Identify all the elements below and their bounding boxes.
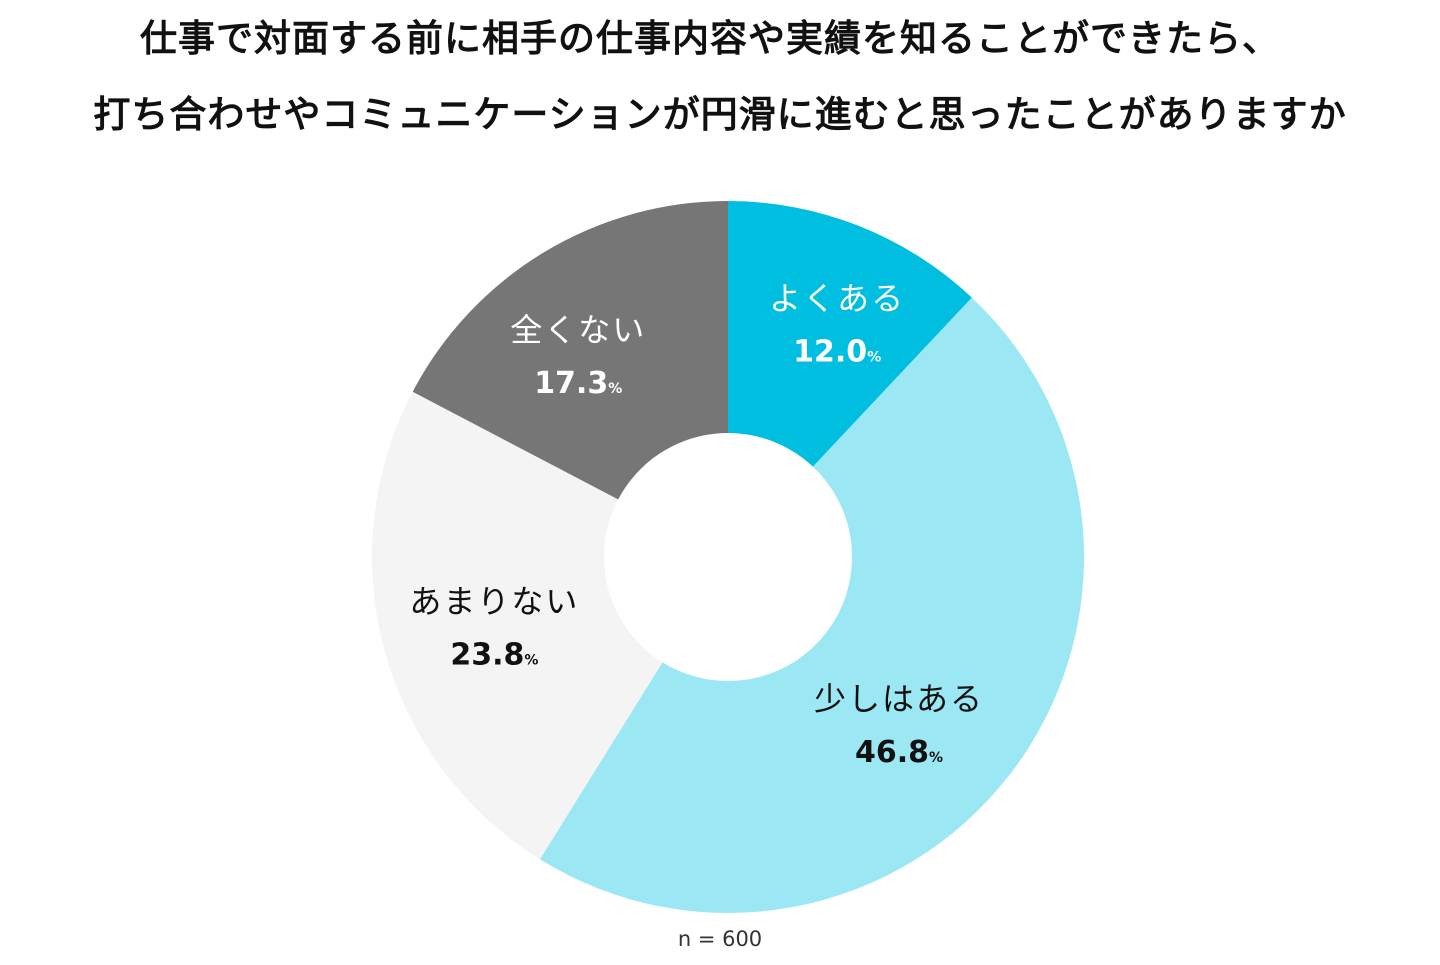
sample-size-note: n = 600	[677, 927, 763, 951]
donut-hole	[604, 433, 852, 681]
slice-label-3: 全くない	[510, 311, 646, 349]
slice-value-1: 46.8%	[855, 735, 943, 770]
slice-value-3: 17.3%	[534, 366, 622, 401]
slice-label-1: 少しはある	[814, 680, 984, 718]
slice-label-0: よくある	[769, 279, 905, 317]
slice-value-2: 23.8%	[450, 638, 538, 673]
slice-labels: よくある 12.0% 少しはある 46.8% あまりない 23.8% 全くない 17.3%	[409, 279, 984, 770]
slice-label-2: あまりない	[409, 583, 579, 621]
slice-value-0: 12.0%	[793, 334, 881, 369]
pie-slice-2	[371, 391, 728, 860]
donut-slices	[371, 201, 1085, 914]
chart-title-line-1: 仕事で対面する前に相手の仕事内容や実績を知ることができたら、	[140, 17, 1280, 60]
chart-title-line-2: 打ち合わせやコミュニケーションが円滑に進むと思ったことがありますか	[93, 93, 1347, 136]
